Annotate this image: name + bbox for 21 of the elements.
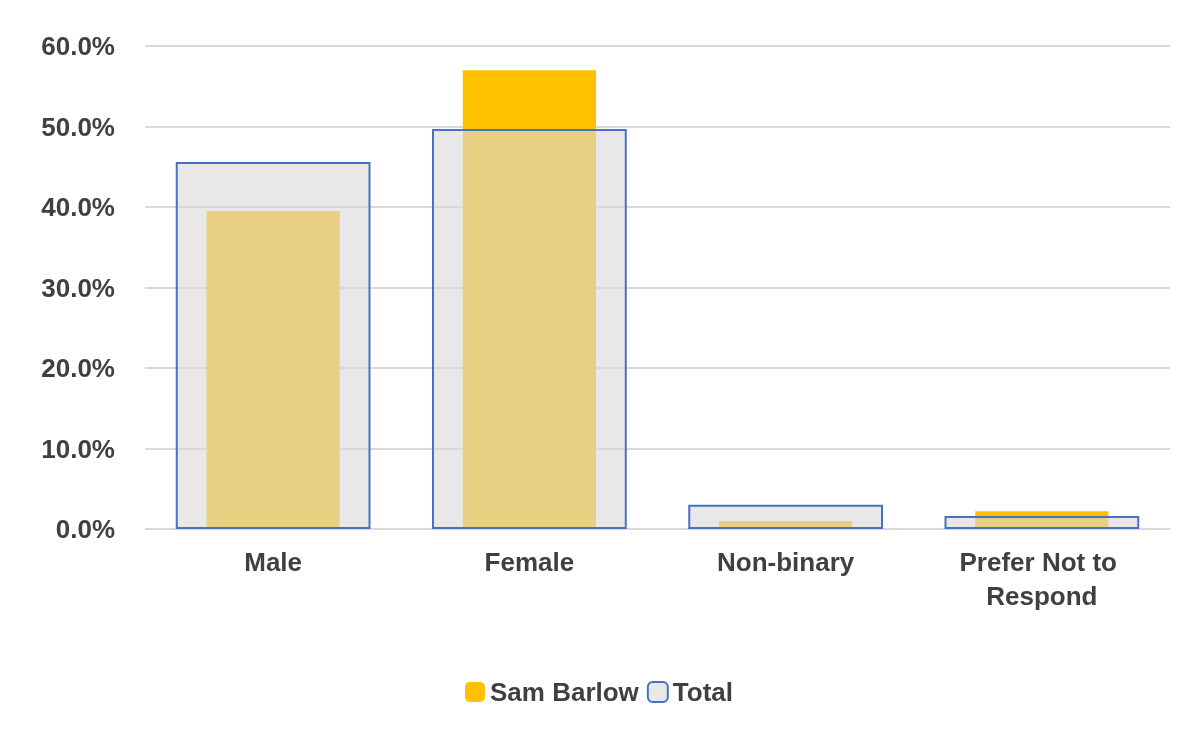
y-tick-label: 60.0%	[41, 31, 115, 61]
y-tick-label: 10.0%	[41, 433, 115, 464]
y-tick-label: 20.0%	[41, 353, 115, 383]
legend-label: Sam Barlow	[490, 677, 640, 707]
x-tick-label: Female	[484, 547, 575, 577]
y-tick-label: 30.0%	[41, 272, 115, 303]
bar	[462, 70, 596, 529]
x-tick-label: Prefer Not to Respond	[959, 547, 1125, 611]
x-tick-label: Non-binary	[717, 547, 855, 577]
bar	[719, 520, 853, 529]
bar	[206, 211, 340, 529]
y-tick-label: 50.0%	[41, 111, 115, 142]
bar	[975, 511, 1109, 529]
bar	[944, 516, 1140, 529]
bar	[688, 504, 883, 529]
y-tick-label: 0.0%	[55, 514, 115, 544]
x-tick-label: Male	[244, 547, 303, 577]
bar	[432, 128, 627, 529]
legend-label: Total	[672, 677, 734, 707]
bar	[175, 161, 371, 529]
y-tick-label: 40.0%	[41, 192, 115, 222]
